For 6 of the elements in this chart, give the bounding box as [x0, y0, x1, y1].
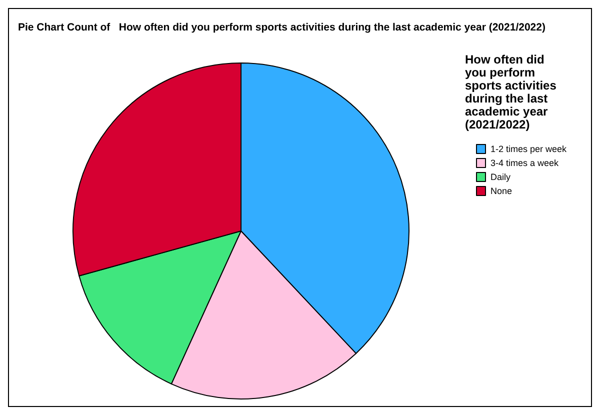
legend-label: 3-4 times a week — [490, 158, 560, 168]
legend-label: 1-2 times per week — [490, 144, 568, 154]
legend-label: Daily — [490, 172, 512, 182]
chart-title: Pie Chart Count of How often did you perform sports activities during the last academic year (2021/2022) — [18, 22, 546, 34]
legend-label: None — [490, 186, 512, 196]
legend-title: How often did you perform sports activities during the last academic year (2021/2022) — [465, 52, 560, 132]
